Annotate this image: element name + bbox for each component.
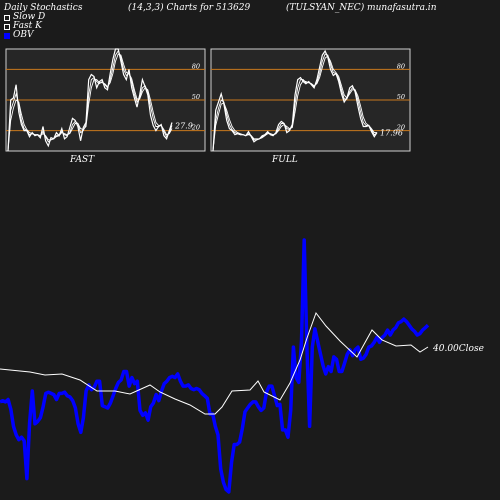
fast-gridline-label-20: 20 [191, 124, 200, 132]
chart-symbol: (TULSYAN_NEC) munafasutra.in [286, 3, 437, 13]
legend-label-slow-d: Slow D [13, 12, 46, 22]
close-price-line [0, 311, 429, 415]
fast-gridline-label-50: 50 [192, 93, 200, 101]
full-series-line-1 [212, 53, 378, 152]
legend-item-obv: OBV [4, 31, 45, 40]
full-gridline-label-50: 50 [397, 93, 405, 101]
legend-swatch-obv [4, 32, 10, 39]
legend-label-obv: OBV [13, 30, 34, 40]
legend-swatch-slow-d [4, 14, 10, 21]
chart-params: (14,3,3) Charts for 513629 [128, 3, 251, 13]
legend-item-fast-k: Fast K [4, 22, 45, 31]
fast-gridline-label-80: 80 [192, 62, 200, 70]
obv-line [0, 238, 430, 494]
legend: Slow D Fast K OBV [4, 13, 45, 40]
chart-title: Daily Stochastics [4, 3, 83, 13]
full-gridline-label-20: 20 [396, 124, 405, 132]
full-last-value-label: 17.96 [380, 129, 403, 138]
full-gridline-label-80: 80 [397, 62, 405, 70]
fast-series-line-2 [7, 53, 173, 152]
legend-item-slow-d: Slow D [4, 13, 45, 22]
full-series-line-2 [212, 55, 377, 152]
fast-last-value-label: 27.9 [174, 122, 193, 131]
legend-label-fast-k: Fast K [13, 21, 42, 31]
fast-panel-title: FAST [69, 155, 95, 165]
close-last-value-label: 40.00Close [432, 344, 484, 354]
legend-swatch-fast-k [4, 23, 10, 30]
full-panel-title: FULL [271, 155, 298, 165]
